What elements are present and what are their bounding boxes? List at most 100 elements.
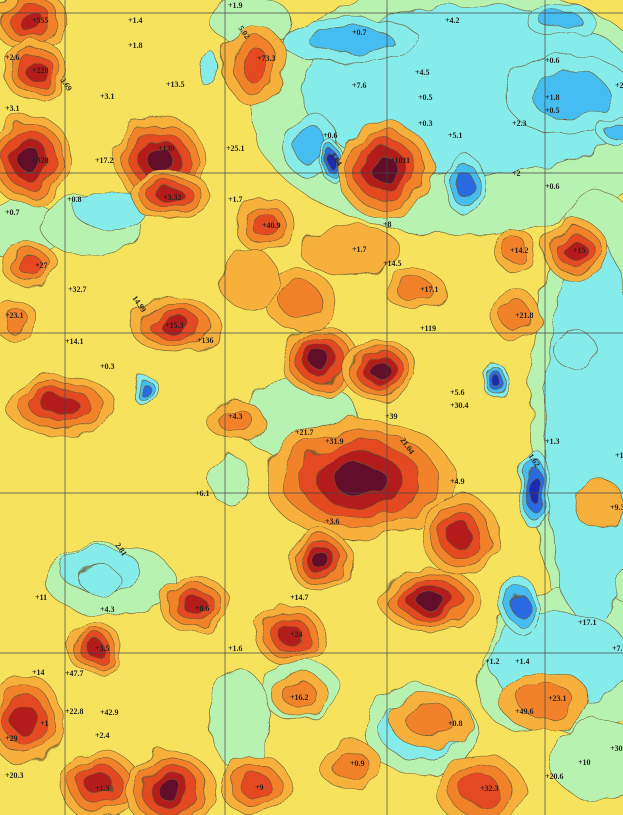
sample-point-label: +3.1 [100, 92, 115, 101]
low-contour [603, 121, 623, 139]
point-labels: +555 +2.6 +220 +3.1 +320 +0.7 +1.4 +1.8 +3.1 +17.… [5, 1, 623, 793]
sample-point-label: +47.7 [65, 669, 84, 678]
sample-point-label: +1011 [390, 156, 410, 165]
sample-point-label: +0.6 [545, 182, 560, 191]
low-contour [307, 26, 393, 54]
high-contour [156, 186, 184, 204]
sample-point-label: +16.2 [290, 693, 309, 702]
sample-point-label: +23.1 [5, 311, 24, 320]
sample-point-label: +21.8 [515, 311, 534, 320]
sample-point-label: +555 [32, 16, 49, 25]
high-contour [333, 463, 387, 497]
sample-point-label: +8.6 [195, 604, 210, 613]
sample-point-label: +29 [5, 734, 18, 743]
sample-point-label: +27 [35, 261, 48, 270]
sample-point-label: +39 [385, 412, 398, 421]
sample-point-label: +5.6 [450, 388, 465, 397]
low-contour [490, 374, 500, 386]
sample-point-label: +49.6 [515, 707, 534, 716]
sample-point-label: +17.2 [95, 156, 114, 165]
sample-point-label: +1.8 [545, 93, 560, 102]
high-contour [331, 749, 369, 781]
sample-point-label: +220 [32, 66, 49, 75]
sample-point-label: +0.3 [418, 119, 433, 128]
sample-point-label: +1.4 [515, 657, 530, 666]
high-contour [1, 307, 29, 333]
sample-point-label: +1.7 [228, 195, 243, 204]
high-contour [17, 9, 43, 31]
sample-point-label: +30.4 [450, 401, 469, 410]
high-contour [41, 394, 79, 416]
high-contour [396, 277, 434, 303]
high-contour [159, 315, 191, 335]
sample-point-label: +14.7 [290, 593, 309, 602]
sample-point-label: +1.4 [128, 16, 143, 25]
sample-point-label: +13.5 [166, 80, 185, 89]
sample-point-label: +25.1 [226, 144, 245, 153]
sample-point-label: +9 [255, 783, 264, 792]
sample-point-label: +32.3 [480, 784, 499, 793]
sample-point-label: +3.1 [5, 104, 20, 113]
high-contour [18, 147, 42, 173]
sample-point-label: +2.6 [5, 53, 20, 62]
sample-point-label: +0.6 [323, 131, 338, 140]
high-contour [299, 224, 401, 276]
sample-point-label: +1.2 [485, 657, 500, 666]
sample-point-label: +8 [383, 220, 392, 229]
low-contour [538, 10, 582, 30]
low-contour [328, 155, 336, 169]
sample-point-label: +14.2 [510, 246, 529, 255]
high-contour [369, 361, 391, 379]
sample-point-label: +14.5 [383, 259, 402, 268]
sample-point-label: +4.5 [415, 68, 430, 77]
sample-point-label: +7.6 [352, 81, 367, 90]
sample-point-label: +31.9 [325, 437, 344, 446]
sample-point-label: +7.7 [612, 644, 623, 653]
sample-point-label: +17.1 [420, 285, 439, 294]
contour-value-label: 3.69 [58, 76, 73, 93]
low-contour [199, 51, 221, 89]
low-contour [79, 565, 121, 595]
sample-point-label: +4.2 [445, 16, 460, 25]
sample-point-label: +3.32 [163, 193, 182, 202]
sample-point-label: +1.6 [228, 644, 243, 653]
sample-point-label: +6.1 [195, 489, 210, 498]
sample-point-label: +0.6 [545, 56, 560, 65]
low-contour [530, 70, 610, 120]
sample-point-label: +14.1 [65, 337, 84, 346]
sample-point-label: +17.1 [578, 618, 597, 627]
high-contour [183, 595, 207, 615]
high-contour [251, 212, 279, 238]
high-contour [564, 239, 586, 261]
low-zone [549, 719, 623, 801]
high-contour [310, 551, 330, 569]
high-contour [282, 681, 318, 709]
sample-point-label: +1.7 [352, 245, 367, 254]
sample-point-label: +4.3 [228, 412, 243, 421]
sample-point-label: +2 [512, 169, 521, 178]
high-contour [460, 774, 500, 806]
sample-point-label: +30 [610, 744, 623, 753]
sample-point-label: +42.9 [100, 708, 119, 717]
sample-point-label: +0.3 [100, 362, 115, 371]
low-contour [529, 476, 541, 504]
sample-point-label: +136 [197, 336, 214, 345]
high-contour [17, 255, 43, 275]
sample-point-label: +0.5 [418, 93, 433, 102]
high-contour [219, 249, 281, 311]
sample-point-label: +0.9 [350, 759, 365, 768]
sample-point-label: +1.3 [545, 437, 560, 446]
sample-point-label: +15 [573, 246, 586, 255]
high-contour [86, 773, 114, 797]
high-contour [24, 59, 46, 81]
sample-point-label: +10 [578, 758, 591, 767]
sample-point-label: +0.8 [448, 719, 463, 728]
sample-point-label: +1.3 [95, 784, 110, 793]
sample-point-label: +1 [40, 719, 49, 728]
low-contour [456, 171, 474, 199]
sample-point-label: +0.7 [5, 208, 20, 217]
sample-point-label: +4.9 [450, 477, 465, 486]
